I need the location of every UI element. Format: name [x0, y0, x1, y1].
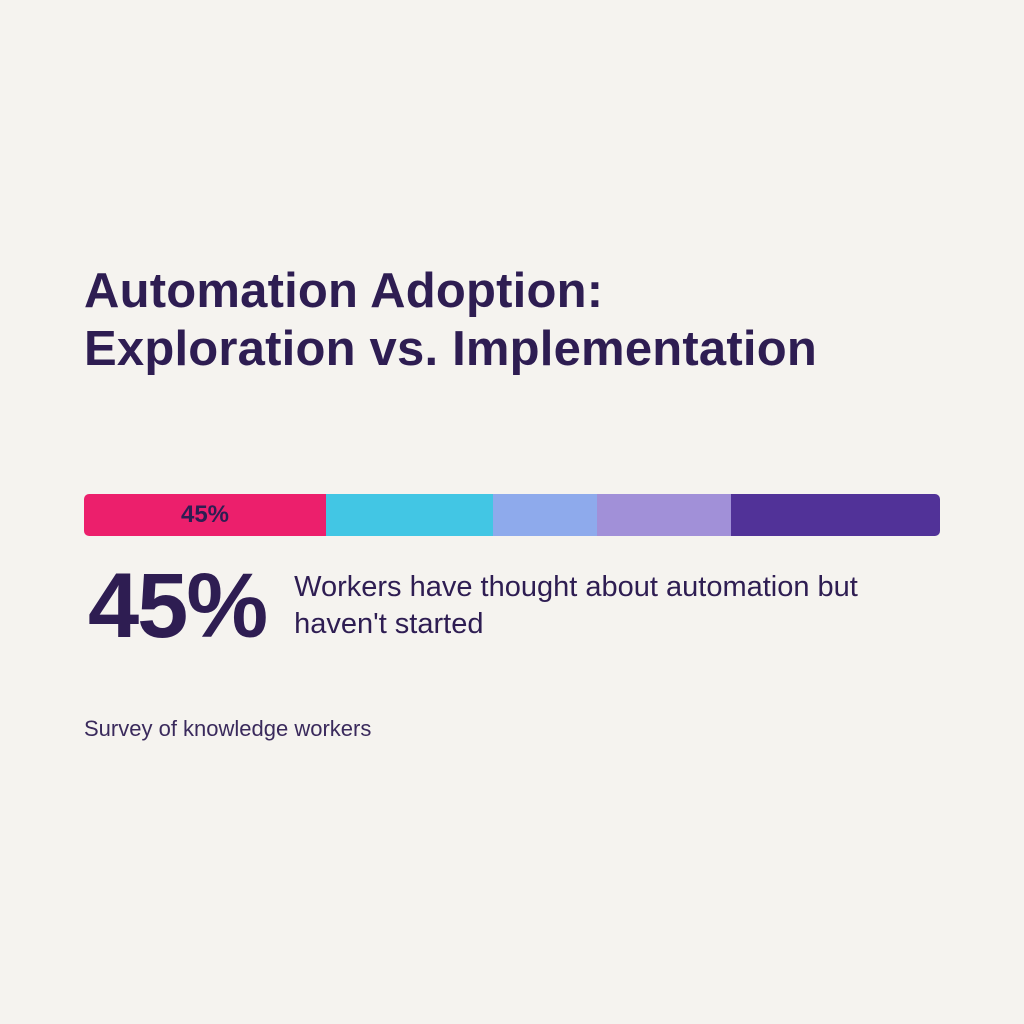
- title-line-1: Automation Adoption:: [84, 264, 604, 318]
- bar-segment-3: [493, 494, 597, 536]
- source-note: Survey of knowledge workers: [84, 716, 372, 741]
- stat-description: Workers have thought about automation bu…: [294, 571, 858, 640]
- bar-segment-5: [731, 494, 940, 536]
- chart-title: Automation Adoption: Exploration vs. Imp…: [84, 262, 817, 378]
- bar-segment-1: 45%: [84, 494, 326, 536]
- bar-segment-2: [326, 494, 493, 536]
- bar-segment-1-label: 45%: [180, 501, 230, 528]
- stat-value: 45%: [88, 555, 268, 657]
- stacked-bar: 45%: [84, 494, 940, 536]
- title-line-2: Exploration vs. Implementation: [84, 322, 817, 376]
- key-stat: 45% Workers have thought about automatio…: [88, 560, 894, 652]
- bar-segment-4: [597, 494, 731, 536]
